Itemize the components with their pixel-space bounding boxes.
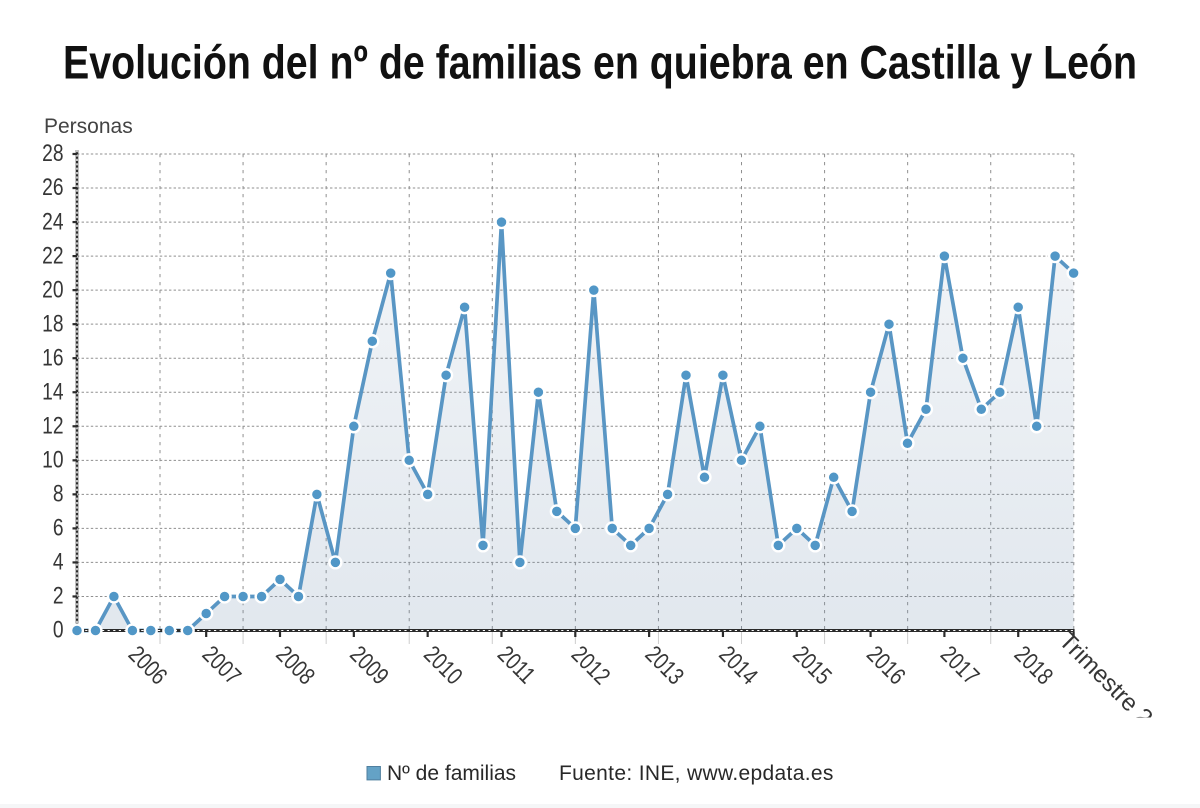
svg-text:14: 14 bbox=[42, 377, 63, 405]
svg-text:20: 20 bbox=[42, 275, 63, 303]
svg-text:Personas: Personas bbox=[44, 115, 133, 138]
svg-text:24: 24 bbox=[42, 207, 63, 235]
svg-text:12: 12 bbox=[42, 411, 63, 439]
svg-text:28: 28 bbox=[42, 139, 63, 167]
svg-text:Fuente: INE, www.epdata.es: Fuente: INE, www.epdata.es bbox=[559, 762, 834, 785]
svg-text:22: 22 bbox=[42, 241, 63, 269]
svg-text:8: 8 bbox=[53, 479, 64, 507]
svg-text:26: 26 bbox=[42, 173, 63, 201]
svg-text:16: 16 bbox=[42, 343, 63, 371]
svg-text:6: 6 bbox=[53, 514, 64, 542]
svg-text:Evolución del nº de familias e: Evolución del nº de familias en quiebra … bbox=[63, 37, 1137, 89]
svg-text:Nº de familias: Nº de familias bbox=[387, 762, 516, 785]
svg-text:0: 0 bbox=[53, 616, 64, 644]
svg-text:2: 2 bbox=[53, 582, 64, 610]
svg-text:18: 18 bbox=[42, 309, 63, 337]
svg-text:4: 4 bbox=[53, 548, 64, 576]
svg-text:10: 10 bbox=[42, 445, 63, 473]
